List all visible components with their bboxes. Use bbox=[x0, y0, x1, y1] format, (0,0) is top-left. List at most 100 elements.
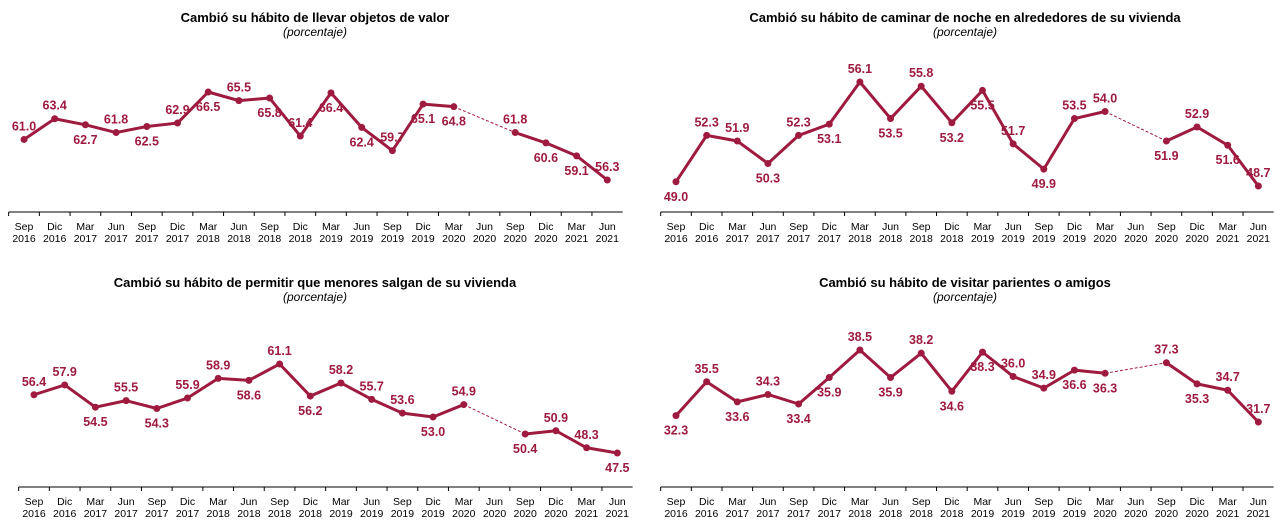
x-tick-label: Sep 2019 bbox=[380, 221, 405, 245]
data-label: 56.3 bbox=[595, 160, 619, 174]
data-point bbox=[521, 430, 529, 438]
data-label: 66.5 bbox=[196, 100, 220, 114]
data-point bbox=[613, 449, 621, 457]
data-label: 54.0 bbox=[1093, 92, 1117, 106]
data-label: 34.9 bbox=[1032, 368, 1056, 382]
x-tick-label: Jun 2017 bbox=[756, 221, 780, 245]
data-label: 53.0 bbox=[421, 425, 445, 439]
data-label: 55.9 bbox=[175, 378, 199, 392]
data-label: 65.8 bbox=[257, 106, 281, 120]
x-tick-label: Sep 2017 bbox=[135, 221, 159, 245]
x-tick-label: Dic 2016 bbox=[694, 221, 719, 245]
x-tick-label: Jun 2020 bbox=[482, 496, 507, 520]
data-point bbox=[948, 387, 956, 395]
x-tick-label: Jun 2017 bbox=[104, 221, 128, 245]
data-label: 56.4 bbox=[22, 375, 46, 389]
data-point bbox=[1162, 359, 1170, 367]
x-tick-label: Mar 2018 bbox=[206, 496, 230, 520]
data-label: 38.2 bbox=[909, 333, 933, 347]
x-tick-label: Jun 2018 bbox=[237, 496, 261, 520]
x-tick-label: Jun 2019 bbox=[360, 496, 384, 520]
data-label: 61.8 bbox=[503, 113, 527, 127]
chart-panel: Cambió su hábito de permitir que menores… bbox=[0, 265, 633, 530]
data-label: 53.2 bbox=[940, 131, 964, 145]
x-tick-label: Sep 2020 bbox=[1154, 496, 1179, 520]
data-label: 52.9 bbox=[1185, 107, 1209, 121]
x-tick-label: Sep 2016 bbox=[664, 221, 688, 245]
plot: 61.0 63.4 62.7 61.8 62.5 62.9 66.5 65.5 65.8 61.4… bbox=[8, 81, 623, 216]
data-point bbox=[672, 412, 680, 420]
x-tick-label: Jun 2021 bbox=[1246, 496, 1271, 520]
data-label: 52.3 bbox=[786, 115, 810, 129]
data-point bbox=[1040, 384, 1048, 392]
x-tick-label: Sep 2019 bbox=[390, 496, 415, 520]
series-line bbox=[1165, 125, 1260, 187]
data-label: 50.4 bbox=[513, 442, 537, 456]
data-label: 61.4 bbox=[288, 116, 312, 130]
x-tick-label: Mar 2017 bbox=[725, 496, 749, 520]
data-label: 54.5 bbox=[83, 415, 107, 429]
x-tick-label: Dic 2020 bbox=[1185, 496, 1209, 520]
data-label: 51.6 bbox=[1216, 153, 1240, 167]
data-label: 51.7 bbox=[1001, 124, 1025, 138]
data-label: 52.3 bbox=[694, 115, 718, 129]
data-point bbox=[1193, 123, 1201, 131]
x-tick-label: Mar 2020 bbox=[1093, 496, 1117, 520]
x-tick-label: Jun 2018 bbox=[227, 221, 251, 245]
x-tick-label: Dic 2016 bbox=[43, 221, 67, 245]
x-tick-label: Jun 2019 bbox=[1001, 221, 1025, 245]
data-point bbox=[1254, 418, 1262, 426]
x-tick-label: Mar 2018 bbox=[848, 496, 872, 520]
x-tick-label: Sep 2020 bbox=[513, 496, 537, 520]
data-point bbox=[542, 139, 550, 147]
data-label: 57.9 bbox=[53, 365, 77, 379]
data-label: 49.0 bbox=[664, 190, 688, 204]
x-tick-label: Dic 2020 bbox=[544, 496, 568, 520]
chart-subtitle: (porcentaje) bbox=[932, 25, 998, 39]
x-tick-label: Jun 2021 bbox=[1246, 221, 1271, 245]
data-label: 55.8 bbox=[909, 66, 933, 80]
x-tick-label: Mar 2019 bbox=[319, 221, 343, 245]
data-point bbox=[1101, 108, 1109, 116]
x-tick-label: Sep 2016 bbox=[664, 496, 688, 520]
x-tick-label: Jun 2018 bbox=[878, 221, 903, 245]
x-tick-label: Sep 2018 bbox=[909, 496, 933, 520]
data-label: 35.9 bbox=[817, 386, 841, 400]
chart-title: Cambió su hábito de caminar de noche en … bbox=[749, 10, 1181, 25]
data-point bbox=[856, 78, 864, 86]
x-tick-label: Dic 2017 bbox=[165, 221, 190, 245]
data-label: 60.6 bbox=[534, 151, 558, 165]
x-tick-label: Sep 2019 bbox=[1032, 221, 1056, 245]
data-point bbox=[1070, 115, 1078, 123]
series-line bbox=[514, 131, 609, 182]
data-label: 34.3 bbox=[756, 374, 780, 388]
x-tick-label: Dic 2019 bbox=[1062, 496, 1087, 520]
data-label: 50.3 bbox=[756, 172, 780, 186]
x-tick-label: Dic 2016 bbox=[53, 496, 77, 520]
data-point bbox=[51, 115, 59, 123]
x-tick-label: Dic 2020 bbox=[1185, 221, 1209, 245]
data-point bbox=[204, 88, 212, 96]
x-tick-label: Mar 2020 bbox=[1093, 221, 1117, 245]
x-tick-label: Mar 2019 bbox=[329, 496, 353, 520]
x-tick-label: Dic 2019 bbox=[1062, 221, 1087, 245]
x-tick-label: Sep 2020 bbox=[503, 221, 527, 245]
chart-panel: Cambió su hábito de caminar de noche en … bbox=[650, 0, 1280, 265]
series-line bbox=[1165, 361, 1260, 424]
x-tick-label: Sep 2018 bbox=[909, 221, 933, 245]
x-tick-label: Mar 2021 bbox=[564, 221, 589, 245]
data-label: 35.3 bbox=[1185, 392, 1209, 406]
data-point bbox=[1009, 140, 1017, 148]
data-point bbox=[887, 115, 895, 123]
data-label: 53.6 bbox=[390, 393, 414, 407]
x-tick-label: Mar 2020 bbox=[452, 496, 476, 520]
data-point bbox=[672, 178, 680, 186]
data-point bbox=[429, 413, 437, 421]
data-point bbox=[184, 394, 191, 402]
data-point bbox=[81, 121, 89, 129]
x-tick-label: Dic 2018 bbox=[298, 496, 322, 520]
data-label: 65.5 bbox=[227, 81, 251, 95]
data-label: 34.7 bbox=[1216, 370, 1240, 384]
x-tick-label: Dic 2019 bbox=[421, 496, 445, 520]
